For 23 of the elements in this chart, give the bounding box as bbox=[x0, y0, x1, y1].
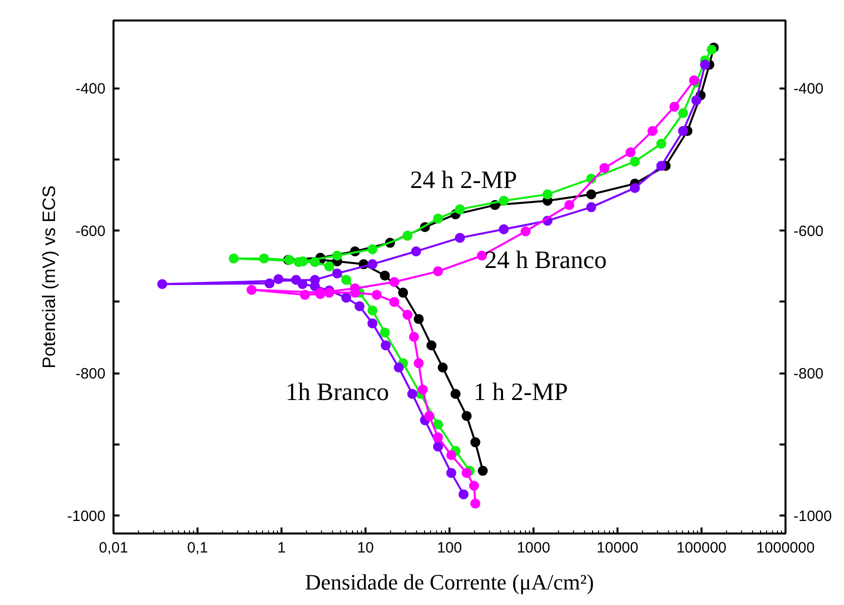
x-tick-label: 1000000 bbox=[756, 540, 815, 556]
series-label: 1 h 2-MP bbox=[474, 378, 568, 406]
x-tick-label: 100000 bbox=[676, 540, 727, 556]
series-label: 1h Branco bbox=[286, 378, 390, 406]
x-tick-label: 1 bbox=[277, 540, 286, 556]
y2-tick-label: -400 bbox=[794, 80, 824, 98]
y-tick-label: -800 bbox=[75, 366, 106, 383]
y-tick-label: -600 bbox=[75, 223, 106, 240]
series-label: 24 h 2-MP bbox=[410, 167, 518, 194]
y2-tick-label: -800 bbox=[794, 366, 824, 383]
x-tick-label: 10000 bbox=[596, 540, 638, 556]
x-tick-label: 0,01 bbox=[98, 540, 128, 556]
series-label: 24 h Branco bbox=[484, 247, 607, 274]
y2-tick-label: -1000 bbox=[794, 508, 832, 526]
y-tick-label: -1000 bbox=[67, 508, 106, 526]
y-tick-label: -400 bbox=[75, 80, 106, 98]
x-tick-label: 0,1 bbox=[187, 540, 208, 556]
x-axis-title: Densidade de Corrente (μA/cm²) bbox=[304, 570, 594, 594]
y2-tick-label: -600 bbox=[794, 223, 824, 240]
y-axis-title: Potencial (mV) vs ECS bbox=[39, 185, 60, 369]
x-tick-label: 100 bbox=[436, 540, 462, 556]
x-tick-label: 10 bbox=[357, 540, 374, 556]
x-tick-label: 1000 bbox=[516, 540, 550, 556]
